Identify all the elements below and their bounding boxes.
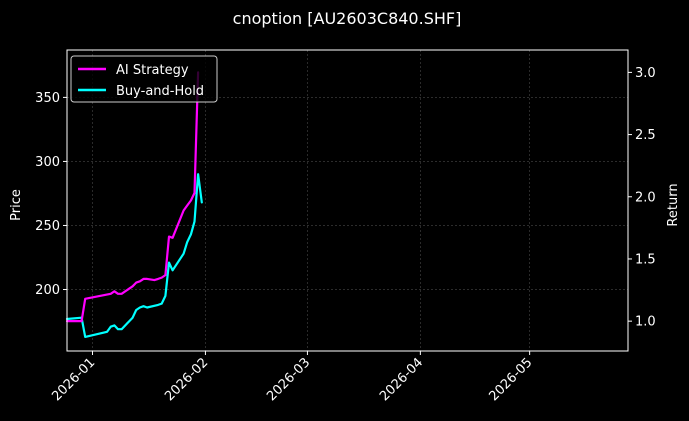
- y-right-tick-label: 2.0: [635, 190, 656, 205]
- plot-frame: [66, 49, 629, 352]
- y-axis-right-label: Return: [666, 183, 681, 226]
- y-left-tick-label: 350: [35, 91, 60, 106]
- series-layer: [65, 71, 203, 338]
- chart-title: cnoption [AU2603C840.SHF]: [233, 9, 462, 28]
- y-left-tick-label: 200: [35, 283, 60, 298]
- y-right-tick-label: 3.0: [635, 66, 656, 81]
- series-line-ai-strategy: [65, 71, 200, 323]
- legend: AI Strategy Buy-and-Hold: [70, 55, 218, 103]
- series-line-buy-and-hold: [65, 173, 203, 338]
- legend-label-ai-strategy: AI Strategy: [116, 63, 189, 78]
- y-left-tick-label: 300: [35, 155, 60, 170]
- legend-box: [70, 55, 218, 103]
- y-right-tick-label: 1.5: [635, 252, 656, 267]
- y-left-tick-label: 250: [35, 219, 60, 234]
- y-right-tick-label: 1.0: [635, 315, 656, 330]
- y-right-tick-label: 2.5: [635, 128, 656, 143]
- legend-label-buy-and-hold: Buy-and-Hold: [116, 84, 204, 99]
- y-axis-left-label: Price: [9, 189, 24, 221]
